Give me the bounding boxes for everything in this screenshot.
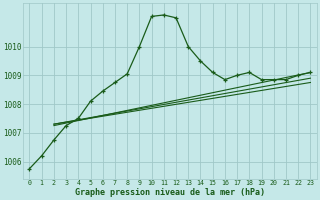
X-axis label: Graphe pression niveau de la mer (hPa): Graphe pression niveau de la mer (hPa) — [75, 188, 265, 197]
